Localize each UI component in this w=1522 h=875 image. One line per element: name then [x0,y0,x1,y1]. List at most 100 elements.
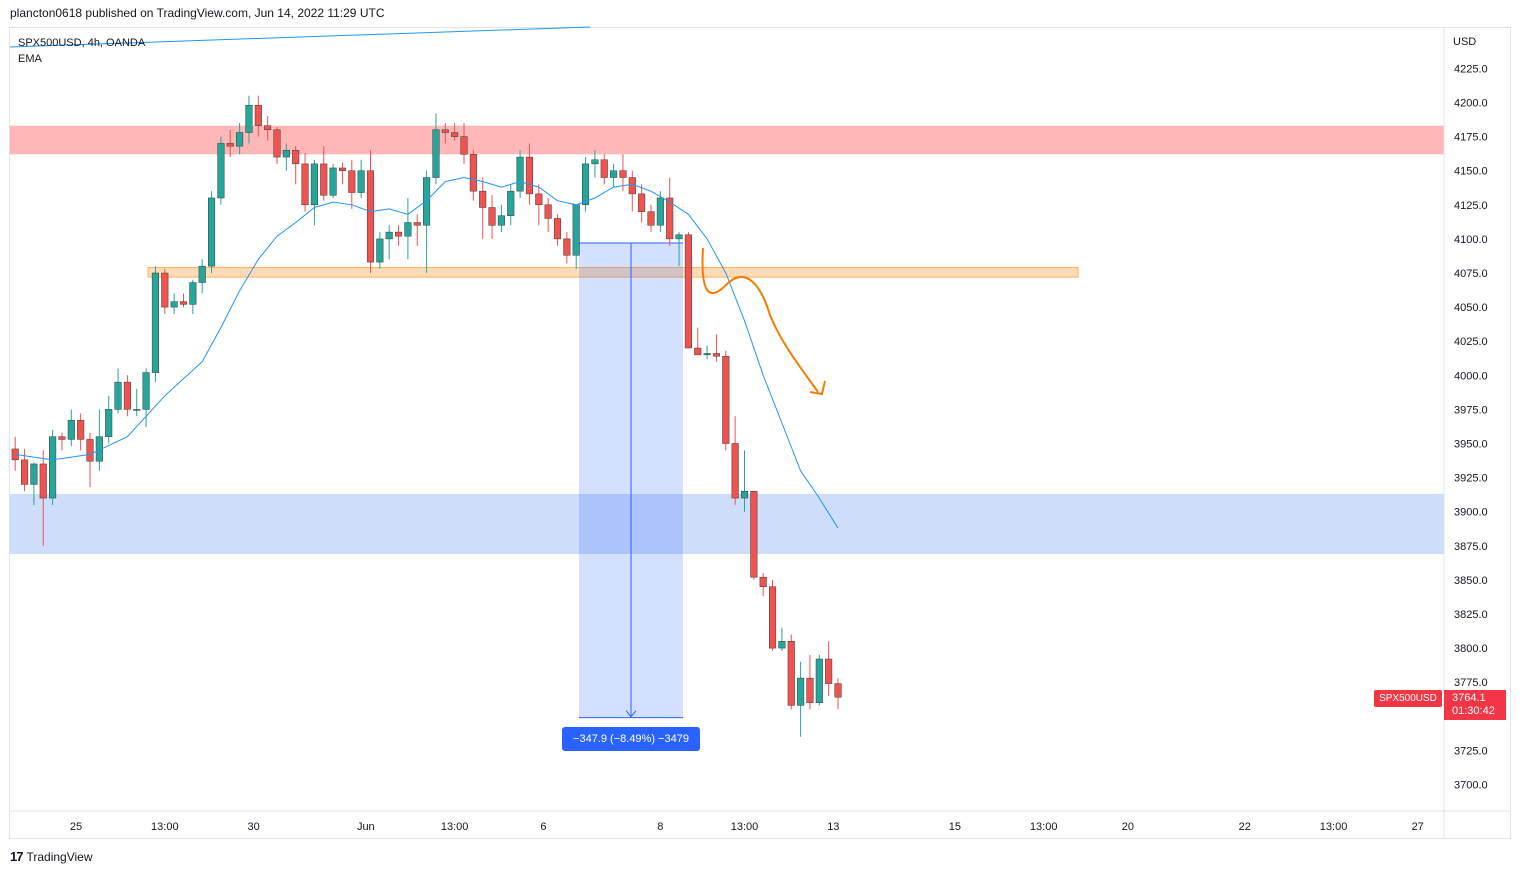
candles-layer [11,95,842,737]
y-tick-label: 3825.0 [1454,609,1488,621]
candle-body [273,129,281,158]
candle-body [133,409,141,411]
candle-body [703,353,711,356]
chart-frame [9,27,1511,839]
candle-body [245,104,253,133]
candle-body [638,193,646,212]
footer-brand[interactable]: 17 TradingView [10,849,93,864]
candle-body [619,170,627,178]
y-tick-label: 3875.0 [1454,541,1488,553]
axes-layer: USD 4225.0 4200.0 4175.0 4150.0 4125.0 4100.0 4… [10,28,1511,838]
candle-body [582,163,590,206]
candle-body [825,658,833,684]
candle-body [591,159,599,165]
candle-body [385,231,393,240]
candle-body [722,355,730,444]
x-tick-label: 13:00 [441,821,469,833]
support-zone [10,493,1444,554]
candle-body [563,238,571,256]
candle-body [21,459,29,485]
trend-line [9,26,591,48]
y-tick-label: 3850.0 [1454,575,1488,587]
y-tick-label: 3925.0 [1454,473,1488,485]
x-tick-label: Jun [357,821,375,833]
candle-body [600,159,608,178]
candle-body [189,282,197,305]
candle-body [395,231,403,237]
last-price-value: 3764.1 [1452,692,1486,704]
candle-body [208,197,216,267]
x-tick-label: 13:00 [731,821,759,833]
y-tick-label: 3975.0 [1454,404,1488,416]
x-tick-label: 8 [657,821,663,833]
x-tick-label: 13:00 [1320,821,1348,833]
candle-body [77,420,85,440]
candle-body [292,149,300,165]
candle-body [67,420,75,440]
candle-body [834,683,842,698]
candle-body [712,353,721,357]
symbol-legend[interactable]: SPX500USD, 4h, OANDA EMA [18,35,145,67]
measure-layer [579,242,683,719]
candle-body [647,211,655,226]
candle-body [39,463,47,499]
forecast-arrow [701,247,819,393]
y-tick-label: 4000.0 [1454,370,1488,382]
candle-body [666,197,674,240]
candle-body [759,576,767,587]
y-tick-label: 3800.0 [1454,643,1488,655]
candle-body [170,301,178,308]
candle-body [479,190,487,208]
candle-body [348,170,356,193]
candle-body [516,156,524,192]
candle-body [142,372,150,410]
y-tick-label: 3725.0 [1454,745,1488,757]
candle-body [217,143,225,199]
candle-body [656,197,664,226]
candle-body [806,677,814,703]
candle-body [58,436,66,440]
candle-body [769,586,777,649]
publisher-caption: plancton0618 published on TradingView.co… [10,6,385,20]
candle-body [740,490,749,499]
ema-layer [9,26,839,529]
y-tick-label: 3775.0 [1454,677,1488,689]
candle-body [49,436,57,499]
candle-body [694,347,702,356]
candle-body [778,641,786,649]
y-tick-label: 4150.0 [1454,166,1488,178]
candle-body [338,167,346,171]
x-tick-label: 13 [827,821,839,833]
candle-body [432,129,440,178]
candle-body [114,381,122,410]
candle-body [610,170,618,178]
x-tick-label: 15 [949,821,961,833]
measure-label: −347.9 (−8.49%) −3479 [562,727,700,751]
symbol-price-tag: SPX500USD [1374,690,1442,707]
candle-body [413,222,421,226]
candle-body [815,658,823,703]
x-tick-label: 27 [1412,821,1424,833]
candle-body [628,177,636,195]
candle-body [544,204,552,219]
candle-body [151,272,159,373]
last-price-tag: 3764.1 01:30:42 [1444,690,1506,720]
candle-body [198,265,206,283]
y-tick-label: 4175.0 [1454,132,1488,144]
candle-body [376,238,384,263]
x-tick-label: 30 [248,821,260,833]
indicator-label[interactable]: EMA [18,53,42,65]
ema-line [15,176,839,529]
candle-body [310,163,318,206]
candle-body [572,204,580,256]
x-tick-label: 13:00 [151,821,179,833]
candle-body [86,439,94,462]
candle-body [264,125,272,131]
candle-body [329,167,337,196]
x-tick-label: 6 [540,821,546,833]
bar-countdown: 01:30:42 [1452,705,1495,717]
candle-body [460,136,468,155]
tradingview-logo-icon: 17 [10,849,24,864]
y-tick-label: 3950.0 [1454,439,1488,451]
